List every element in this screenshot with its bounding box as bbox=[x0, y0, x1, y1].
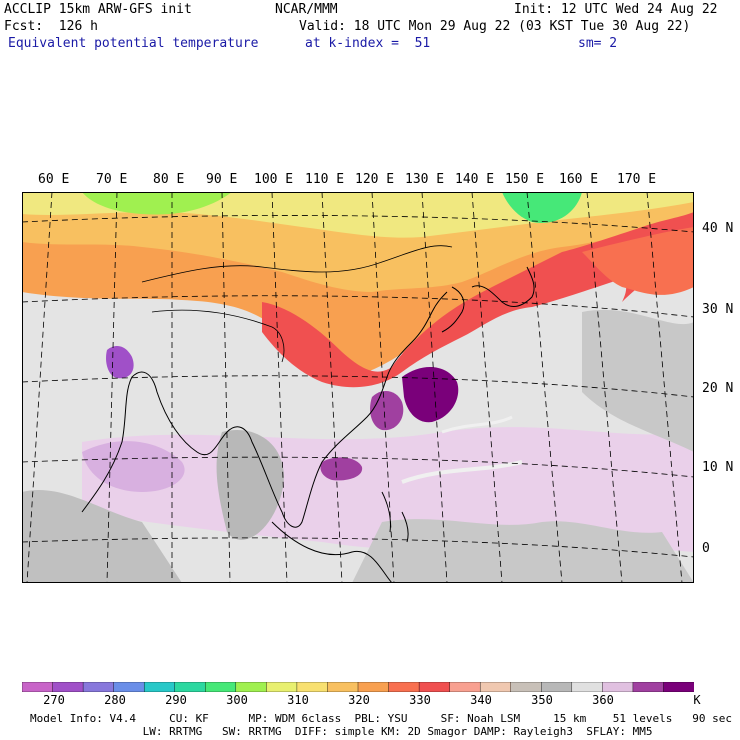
colorbar-swatch bbox=[235, 682, 268, 692]
colorbar-unit: K bbox=[693, 693, 701, 707]
meridian bbox=[586, 192, 623, 583]
colorbar-tick-label: 330 bbox=[409, 693, 431, 707]
northeast-warm-plume bbox=[582, 227, 694, 295]
lon-label: 60 E bbox=[38, 172, 70, 187]
meridian bbox=[471, 192, 503, 583]
colorbar-swatch bbox=[327, 682, 359, 692]
model-title: ACCLIP 15km ARW-GFS init bbox=[4, 2, 192, 17]
coastline bbox=[81, 291, 448, 528]
colorbar-tick-label: 270 bbox=[43, 693, 65, 707]
colorbar-swatch bbox=[174, 682, 206, 692]
colorbar-swatch bbox=[296, 682, 329, 692]
lat-label: 40 N bbox=[702, 221, 734, 236]
colorbar-swatch bbox=[632, 682, 665, 692]
west-pacific-grey-patch bbox=[582, 309, 694, 452]
colorbar-tick-label: 360 bbox=[592, 693, 614, 707]
colorbar-tick-label: 350 bbox=[531, 693, 553, 707]
lon-label: 150 E bbox=[505, 172, 545, 187]
colorbar-swatch bbox=[602, 682, 634, 692]
country-border bbox=[151, 309, 285, 363]
meridian bbox=[371, 192, 395, 583]
meridian bbox=[526, 192, 563, 583]
forecast-hour: Fcst: 126 h bbox=[4, 19, 98, 34]
light-band bbox=[441, 415, 513, 434]
colorbar-tick-label: 310 bbox=[287, 693, 309, 707]
equatorial-grey-patch bbox=[352, 519, 694, 583]
organization: NCAR/MMM bbox=[275, 2, 338, 17]
korea-coastline bbox=[441, 286, 465, 333]
colorbar-swatch bbox=[22, 682, 54, 692]
colorbar-tick-label: 340 bbox=[470, 693, 492, 707]
lon-label: 110 E bbox=[305, 172, 345, 187]
colorbar-swatch bbox=[266, 682, 298, 692]
country-border bbox=[141, 245, 453, 283]
smoothing: sm= 2 bbox=[578, 36, 618, 51]
meridian bbox=[221, 192, 231, 583]
colorbar-swatch bbox=[663, 682, 694, 692]
lon-label: 90 E bbox=[206, 172, 238, 187]
colorbar-swatch bbox=[205, 682, 237, 692]
meridian bbox=[271, 192, 288, 583]
map-frame bbox=[22, 192, 694, 583]
cool-air-patch-west bbox=[82, 192, 232, 215]
typhoon-thetae-core bbox=[402, 366, 459, 423]
lat-label: 30 N bbox=[702, 302, 734, 317]
field-name: Equivalent potential temperature bbox=[8, 36, 259, 51]
colorbar-swatch bbox=[52, 682, 84, 692]
colorbar-swatch bbox=[357, 682, 390, 692]
model-info-line2: LW: RRTMG SW: RRTMG DIFF: simple KM: 2D … bbox=[30, 725, 653, 738]
meridian bbox=[106, 192, 118, 583]
colorbar-swatch bbox=[541, 682, 573, 692]
lon-label: 140 E bbox=[455, 172, 495, 187]
colorbar-swatch bbox=[113, 682, 145, 692]
meridian bbox=[421, 192, 448, 583]
grey-field-patch bbox=[22, 489, 182, 583]
lat-label: 20 N bbox=[702, 381, 734, 396]
init-time: Init: 12 UTC Wed 24 Aug 22 bbox=[514, 2, 718, 17]
lat-label: 10 N bbox=[702, 460, 734, 475]
maritime-coastline bbox=[271, 521, 393, 583]
lon-label: 130 E bbox=[405, 172, 445, 187]
colorbar-swatch bbox=[388, 682, 420, 692]
colorbar-swatch bbox=[82, 682, 115, 692]
meridian bbox=[26, 192, 53, 583]
colorbar-tick-label: 300 bbox=[226, 693, 248, 707]
colorbar-swatch bbox=[418, 682, 451, 692]
colorbar-tick-label: 290 bbox=[165, 693, 187, 707]
meridian bbox=[646, 192, 683, 583]
light-band bbox=[401, 460, 523, 484]
cool-air-patch-east bbox=[502, 192, 582, 223]
lon-label: 170 E bbox=[617, 172, 657, 187]
lon-label: 100 E bbox=[254, 172, 294, 187]
model-info-line1: Model Info: V4.4 CU: KF MP: WDM 6class P… bbox=[30, 712, 732, 725]
lon-label: 80 E bbox=[153, 172, 185, 187]
lon-label: 70 E bbox=[96, 172, 128, 187]
lon-label: 160 E bbox=[559, 172, 599, 187]
lat-label: 0 bbox=[702, 541, 710, 556]
valid-time: Valid: 18 UTC Mon 29 Aug 22 (03 KST Tue … bbox=[299, 19, 691, 34]
colorbar bbox=[22, 682, 694, 692]
model-level: at k-index = 51 bbox=[305, 36, 431, 51]
lon-label: 120 E bbox=[355, 172, 395, 187]
japan-coastline bbox=[471, 266, 535, 308]
colorbar-swatch bbox=[143, 682, 176, 692]
south-china-sea-maximum bbox=[320, 457, 363, 481]
colorbar-swatch bbox=[510, 682, 542, 692]
colorbar-tick-label: 280 bbox=[104, 693, 126, 707]
colorbar-tick-label: 320 bbox=[348, 693, 370, 707]
colorbar-swatch bbox=[479, 682, 512, 692]
colorbar-swatch bbox=[449, 682, 481, 692]
graticule bbox=[22, 192, 694, 583]
theta-e-map bbox=[22, 192, 694, 583]
colorbar-swatch bbox=[571, 682, 604, 692]
bay-of-bengal-thetae-region bbox=[82, 441, 185, 492]
meridian bbox=[321, 192, 343, 583]
